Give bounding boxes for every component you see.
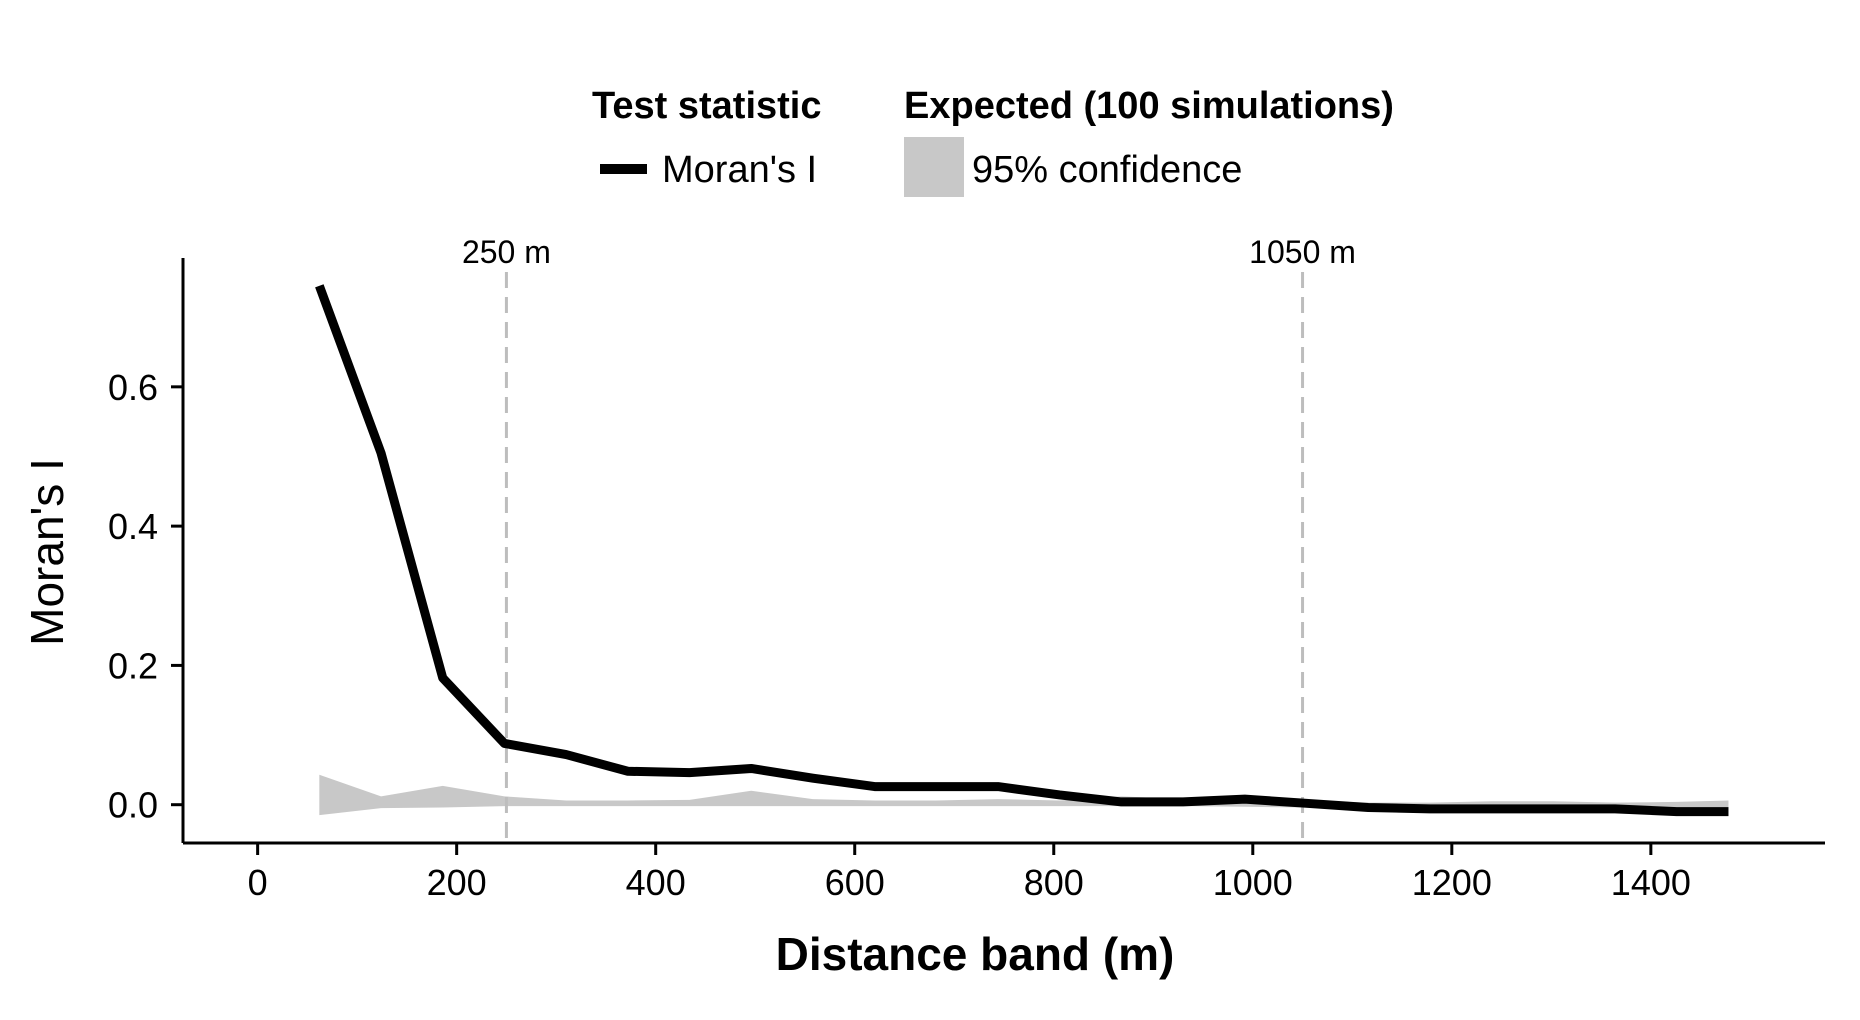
morans-i-line <box>315 284 1729 817</box>
legend-band-group-title: Expected (100 simulations) <box>904 85 1394 127</box>
legend-band-swatch <box>904 137 964 197</box>
reference-line-label-2: 1050 m <box>1249 234 1356 270</box>
y-tick-label-3: 0.6 <box>108 367 158 408</box>
legend-line-group-title: Test statistic <box>592 85 821 127</box>
x-tick-label-0: 0 <box>248 862 268 903</box>
x-tick-label-1400: 1400 <box>1611 862 1691 903</box>
x-axis-title: Distance band (m) <box>776 928 1175 980</box>
y-tick-label-0: 0.0 <box>108 785 158 826</box>
y-tick-label-1: 0.2 <box>108 645 158 686</box>
legend-line-label: Moran's I <box>662 149 817 191</box>
x-tick-label-400: 400 <box>626 862 686 903</box>
legend: Test statistic Moran's I Expected (100 s… <box>592 85 1394 197</box>
x-tick-label-800: 800 <box>1024 862 1084 903</box>
reference-line-label-1: 250 m <box>462 234 551 270</box>
x-tick-label-600: 600 <box>825 862 885 903</box>
x-tick-label-1200: 1200 <box>1412 862 1492 903</box>
reference-lines-layer: 250 m 1050 m <box>462 234 1356 843</box>
legend-band-label: 95% confidence <box>972 149 1242 191</box>
x-tick-label-200: 200 <box>427 862 487 903</box>
axes: 0 200 400 600 800 1000 1200 1400 0.0 0.2 0.4 0.6 <box>108 258 1825 903</box>
y-tick-label-2: 0.4 <box>108 506 158 547</box>
y-axis-title: Moran's I <box>21 458 73 646</box>
x-tick-label-1000: 1000 <box>1213 862 1293 903</box>
series-line-layer <box>315 284 1729 817</box>
